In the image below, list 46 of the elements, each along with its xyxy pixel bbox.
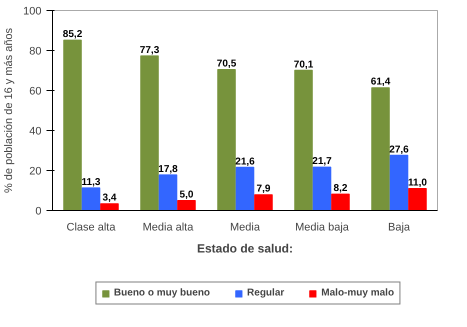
legend-label: Malo-muy malo: [321, 288, 394, 298]
bar: [63, 40, 82, 210]
x-tick-label: Media alta: [142, 222, 194, 234]
bar: [100, 203, 119, 210]
bar: [82, 187, 100, 210]
x-tick-label: Media: [230, 222, 261, 234]
bar: [254, 194, 273, 210]
bar: [312, 166, 332, 210]
bar: [236, 166, 254, 210]
legend-label: Bueno o muy bueno: [114, 288, 210, 298]
x-axis-title: Estado de salud:: [196, 242, 294, 256]
data-label: 21,6: [235, 156, 256, 168]
bar: [140, 55, 159, 210]
bar: [408, 188, 427, 210]
bar: [390, 154, 408, 210]
x-tick-label: Clase alta: [66, 222, 116, 234]
data-label: 11,0: [408, 178, 428, 188]
y-axis-title: % de población de 16 y más años: [3, 27, 16, 194]
data-label: 3,4: [102, 192, 117, 204]
data-label: 21,7: [312, 156, 332, 168]
x-tick-label: Media baja: [295, 222, 350, 234]
legend-label: Regular: [247, 288, 284, 298]
bar: [294, 70, 313, 210]
bar: [158, 174, 178, 210]
data-label: 11,3: [82, 176, 101, 188]
bar: [371, 87, 390, 210]
data-label: 27,6: [389, 144, 410, 156]
data-label: 85,2: [62, 29, 83, 40]
data-label: 17,8: [158, 164, 178, 175]
y-tick-label: 60: [29, 86, 42, 98]
bar: [331, 194, 350, 210]
bar: [217, 69, 236, 210]
x-tick-label: Baja: [388, 222, 411, 234]
data-label: 77,3: [140, 44, 160, 56]
y-tick-label: 80: [29, 46, 42, 58]
y-tick-label: 0: [35, 206, 42, 218]
y-tick-label: 40: [29, 126, 42, 138]
data-label: 5,0: [180, 190, 194, 200]
bar: [177, 200, 196, 210]
data-label: 70,5: [216, 58, 237, 70]
data-label: 70,1: [294, 59, 314, 70]
y-tick-label: 20: [29, 166, 42, 178]
y-tick-label: 100: [23, 6, 42, 18]
data-label: 8,2: [334, 183, 348, 194]
data-label: 61,4: [370, 76, 391, 88]
data-label: 7,9: [256, 184, 271, 195]
